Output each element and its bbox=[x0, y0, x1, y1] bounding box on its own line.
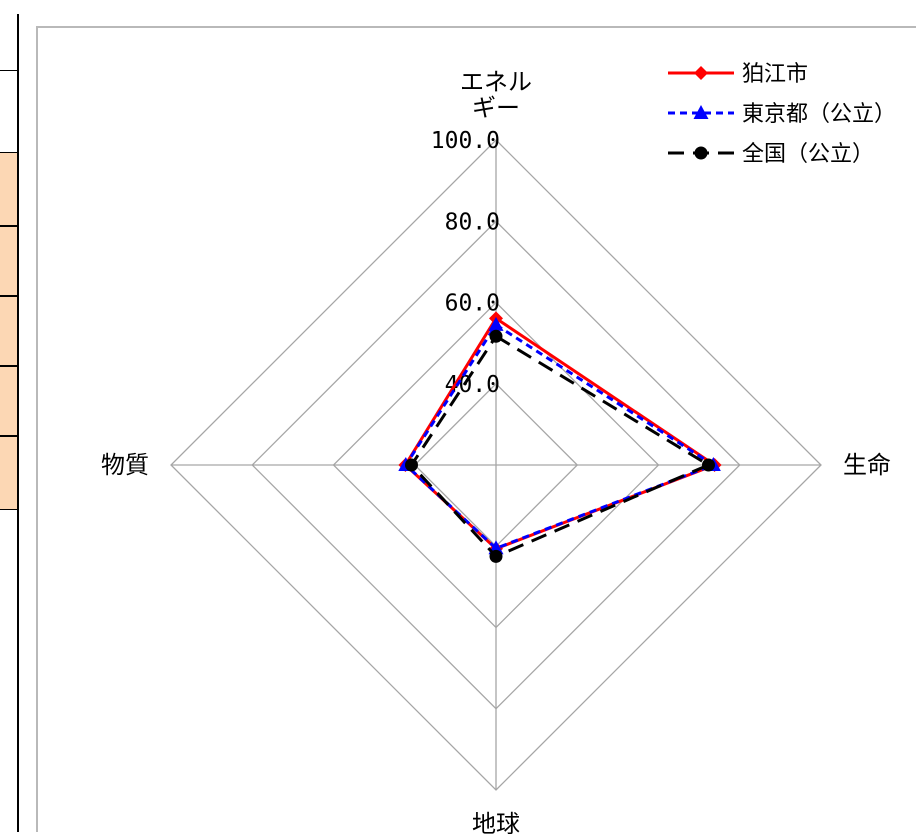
legend-marker-2 bbox=[694, 146, 708, 160]
legend-marker-0 bbox=[694, 66, 708, 80]
axis-label-0: エネルギー bbox=[460, 68, 532, 122]
tick-label-1: 60.0 bbox=[445, 291, 500, 317]
table-cell bbox=[0, 436, 17, 510]
legend-label-2: 全国（公立） bbox=[742, 142, 874, 167]
axis-label-1: 生命 bbox=[843, 451, 891, 479]
series-line-1 bbox=[403, 322, 717, 551]
table-cell bbox=[0, 366, 17, 436]
legend-label-1: 東京都（公立） bbox=[742, 102, 896, 127]
table-divider bbox=[0, 70, 19, 71]
series-2-point-0 bbox=[489, 329, 503, 343]
table-cell bbox=[0, 296, 17, 366]
grid-layer bbox=[170, 139, 822, 791]
series-2 bbox=[405, 329, 715, 563]
tick-label-3: 100.0 bbox=[431, 128, 500, 154]
series-line-0 bbox=[403, 316, 718, 551]
legend-item-1: 東京都（公立） bbox=[668, 102, 896, 127]
series-2-point-1 bbox=[701, 458, 715, 472]
table-right-border bbox=[0, 14, 19, 832]
legend-label-0: 狛江市 bbox=[742, 62, 808, 87]
axis-label-2: 地球 bbox=[472, 810, 520, 834]
partial-data-table bbox=[0, 14, 19, 832]
chart-frame: 40.0 60.0 80.0 100.0 エネルギー 生命 地球 物質 狛江市 東京都（公立）… bbox=[36, 26, 916, 834]
series-layer bbox=[398, 311, 722, 563]
table-cell bbox=[0, 152, 17, 226]
axis-label-3: 物質 bbox=[101, 451, 149, 479]
series-2-point-2 bbox=[489, 549, 503, 563]
table-cell bbox=[0, 226, 17, 296]
tick-label-2: 80.0 bbox=[445, 209, 500, 235]
legend-item-0: 狛江市 bbox=[668, 62, 808, 87]
series-2-point-3 bbox=[405, 458, 418, 472]
legend-item-2: 全国（公立） bbox=[668, 142, 874, 167]
legend-marker-1 bbox=[693, 105, 709, 119]
series-1-point-0 bbox=[488, 316, 504, 331]
